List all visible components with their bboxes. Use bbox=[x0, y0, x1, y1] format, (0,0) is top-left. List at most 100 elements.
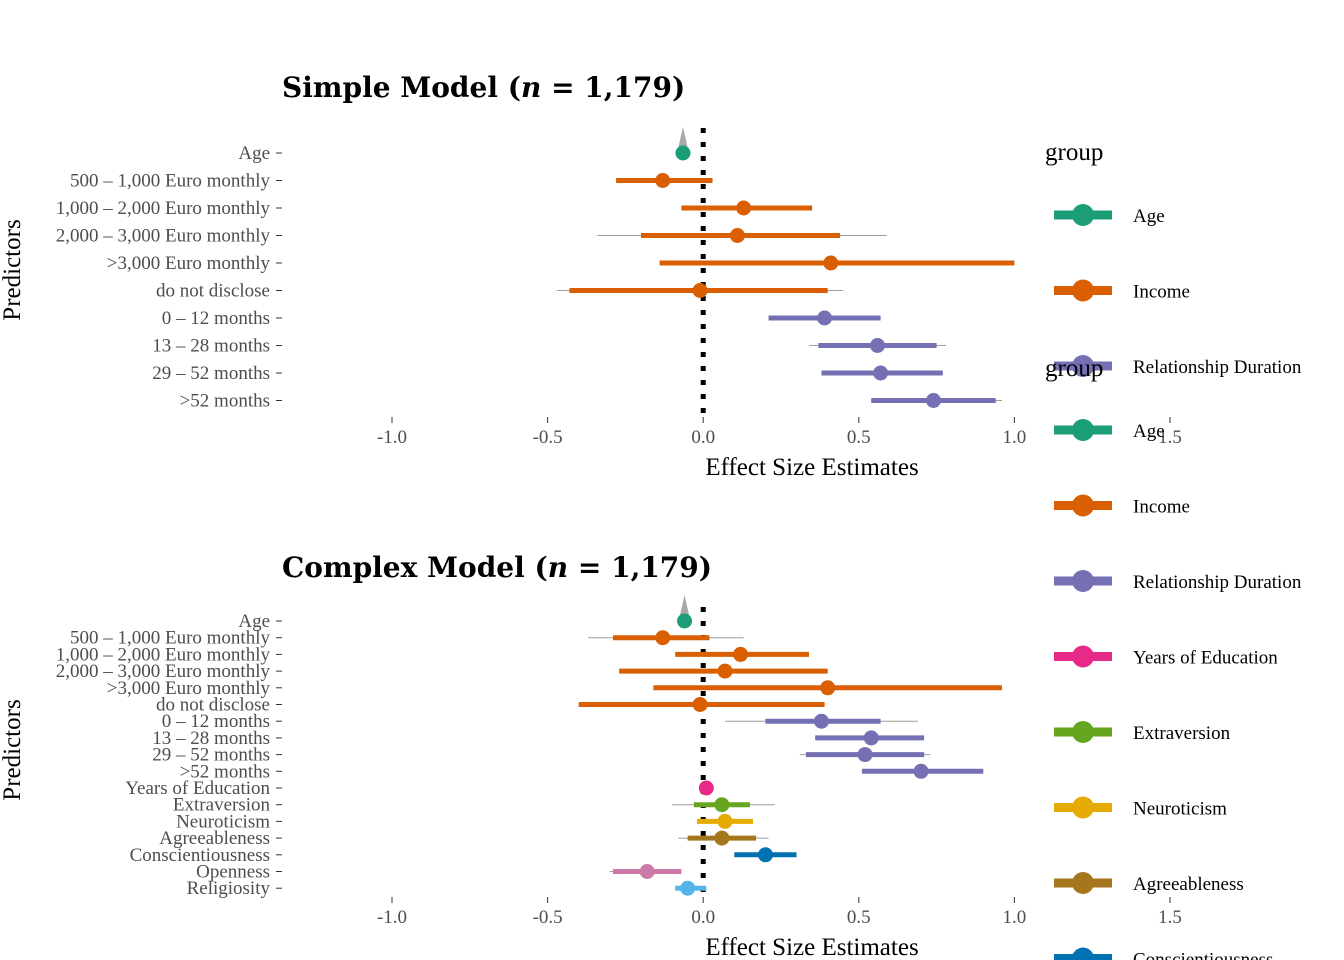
age-density-spike bbox=[677, 127, 688, 149]
point-500-1-000-euro-monthly bbox=[655, 173, 671, 188]
x-tick-label: 1.0 bbox=[1003, 907, 1027, 928]
x-tick-label: -0.5 bbox=[533, 427, 563, 448]
legend-dot-conscientiousness bbox=[1072, 947, 1094, 960]
point-age bbox=[675, 145, 691, 161]
point-openness bbox=[639, 864, 655, 879]
simple-model-panel: Simple Model (n = 1,179) -1.0 -0.5 0.0 0.5 1… bbox=[0, 71, 1302, 481]
complex-model-legend: group Age Income Relationship Duration Years… bbox=[1045, 355, 1302, 960]
simple-model-legend: group Age Income Relationship Duration bbox=[1045, 139, 1302, 378]
y-label-29-52-months: 29 – 52 months bbox=[152, 363, 270, 384]
legend-dot-age bbox=[1072, 204, 1094, 226]
y-label-conscientiousness: Conscientiousness bbox=[130, 845, 270, 866]
legend-label-neuroticism: Neuroticism bbox=[1133, 799, 1227, 820]
y-label-52-months: >52 months bbox=[180, 391, 270, 412]
point-2-000-3-000-euro-monthly bbox=[717, 663, 733, 679]
point-2-000-3-000-euro-monthly bbox=[729, 228, 745, 243]
point-age bbox=[677, 613, 693, 629]
simple-model-x-axis-title: Effect Size Estimates bbox=[705, 454, 918, 481]
legend-label-relationship-duration: Relationship Duration bbox=[1133, 572, 1302, 593]
point-29-52-months bbox=[857, 747, 873, 763]
legend-label-extraversion: Extraversion bbox=[1133, 723, 1231, 744]
point-29-52-months bbox=[873, 365, 889, 381]
x-tick-label: 0.0 bbox=[691, 427, 715, 448]
legend-title: group bbox=[1045, 355, 1103, 382]
y-label-500-1-000-euro-monthly: 500 – 1,000 Euro monthly bbox=[70, 171, 271, 192]
y-label-13-28-months: 13 – 28 months bbox=[152, 336, 270, 357]
point-extraversion bbox=[714, 797, 730, 813]
y-label-0-12-months: 0 – 12 months bbox=[162, 711, 270, 732]
y-label-age: Age bbox=[238, 143, 270, 164]
simple-model-title: Simple Model (n = 1,179) bbox=[282, 71, 685, 104]
point-13-28-months bbox=[863, 730, 879, 746]
y-label-agreeableness: Agreeableness bbox=[159, 828, 270, 849]
complex-model-x-axis: -1.0 -0.5 0.0 0.5 1.0 1.5 bbox=[377, 897, 1182, 928]
x-tick-label: 1.5 bbox=[1158, 427, 1182, 448]
simple-model-marks bbox=[556, 127, 1015, 418]
complex-model-y-axis-title: Predictors bbox=[0, 699, 26, 800]
legend-dot-relationship-duration bbox=[1072, 570, 1094, 592]
y-label-0-12-months: 0 – 12 months bbox=[162, 308, 270, 329]
point-0-12-months bbox=[817, 310, 833, 326]
point-3-000-euro-monthly bbox=[823, 255, 839, 271]
simple-model-y-labels: Age 500 – 1,000 Euro monthly 1,000 – 2,000… bbox=[56, 143, 282, 412]
x-tick-label: 0.5 bbox=[847, 427, 871, 448]
y-label-neuroticism: Neuroticism bbox=[176, 811, 270, 832]
simple-model-y-axis-title: Predictors bbox=[0, 219, 26, 320]
complex-model-marks bbox=[578, 595, 1002, 898]
point-do-not-disclose bbox=[692, 283, 708, 298]
legend-dot-years-of-education bbox=[1072, 645, 1094, 668]
legend-label-relationship-duration: Relationship Duration bbox=[1133, 357, 1302, 378]
point-years-of-education bbox=[698, 780, 714, 796]
legend-label-age: Age bbox=[1133, 206, 1165, 227]
point-neuroticism bbox=[717, 813, 733, 829]
y-label-2-000-3-000-euro-monthly: 2,000 – 3,000 Euro monthly bbox=[56, 226, 271, 247]
legend-dot-relationship-duration bbox=[1072, 355, 1094, 377]
y-label-3-000-euro-monthly: >3,000 Euro monthly bbox=[107, 678, 271, 699]
simple-model-x-axis: -1.0 -0.5 0.0 0.5 1.0 1.5 bbox=[377, 417, 1182, 448]
x-tick-label: 0.5 bbox=[847, 907, 871, 928]
y-label-1-000-2-000-euro-monthly: 1,000 – 2,000 Euro monthly bbox=[56, 644, 271, 665]
x-tick-label: -0.5 bbox=[533, 907, 563, 928]
point-52-months bbox=[913, 763, 929, 779]
y-label-do-not-disclose: do not disclose bbox=[156, 695, 270, 716]
y-label-religiosity: Religiosity bbox=[187, 878, 271, 899]
point-1-000-2-000-euro-monthly bbox=[733, 646, 749, 662]
legend-label-conscientiousness: Conscientiousness bbox=[1133, 950, 1273, 960]
complex-model-title: Complex Model (n = 1,179) bbox=[282, 551, 712, 584]
legend-dot-income bbox=[1072, 494, 1094, 517]
point-conscientiousness bbox=[757, 847, 773, 863]
y-label-years-of-education: Years of Education bbox=[125, 778, 270, 799]
legend-label-income: Income bbox=[1133, 497, 1190, 518]
age-density-spike bbox=[679, 595, 690, 617]
legend-dot-extraversion bbox=[1072, 721, 1094, 743]
y-label-52-months: >52 months bbox=[180, 761, 270, 782]
x-tick-label: 1.5 bbox=[1158, 907, 1182, 928]
y-label-13-28-months: 13 – 28 months bbox=[152, 728, 270, 749]
x-tick-label: -1.0 bbox=[377, 427, 407, 448]
complex-model-x-axis-title: Effect Size Estimates bbox=[705, 934, 918, 960]
legend-label-age: Age bbox=[1133, 421, 1165, 442]
point-500-1-000-euro-monthly bbox=[655, 630, 671, 646]
point-52-months bbox=[925, 393, 941, 408]
complex-model-panel: Complex Model (n = 1,179) -1.0 -0.5 0.0 0.5… bbox=[0, 355, 1302, 960]
point-3-000-euro-monthly bbox=[820, 680, 836, 696]
y-label-age: Age bbox=[238, 611, 270, 632]
legend-dot-agreeableness bbox=[1072, 872, 1094, 894]
point-do-not-disclose bbox=[692, 697, 708, 712]
y-label-500-1-000-euro-monthly: 500 – 1,000 Euro monthly bbox=[70, 628, 271, 649]
legend-dot-age bbox=[1072, 419, 1094, 441]
legend-dot-neuroticism bbox=[1072, 796, 1094, 819]
point-13-28-months bbox=[869, 338, 885, 353]
x-tick-label: 0.0 bbox=[691, 907, 715, 928]
y-label-2-000-3-000-euro-monthly: 2,000 – 3,000 Euro monthly bbox=[56, 661, 271, 682]
y-label-1-000-2-000-euro-monthly: 1,000 – 2,000 Euro monthly bbox=[56, 198, 271, 219]
point-0-12-months bbox=[813, 713, 829, 729]
legend-label-agreeableness: Agreeableness bbox=[1133, 874, 1244, 895]
legend-dot-income bbox=[1072, 279, 1094, 302]
point-agreeableness bbox=[714, 830, 730, 846]
point-religiosity bbox=[680, 880, 696, 896]
legend-title: group bbox=[1045, 139, 1103, 166]
x-tick-label: 1.0 bbox=[1003, 427, 1027, 448]
